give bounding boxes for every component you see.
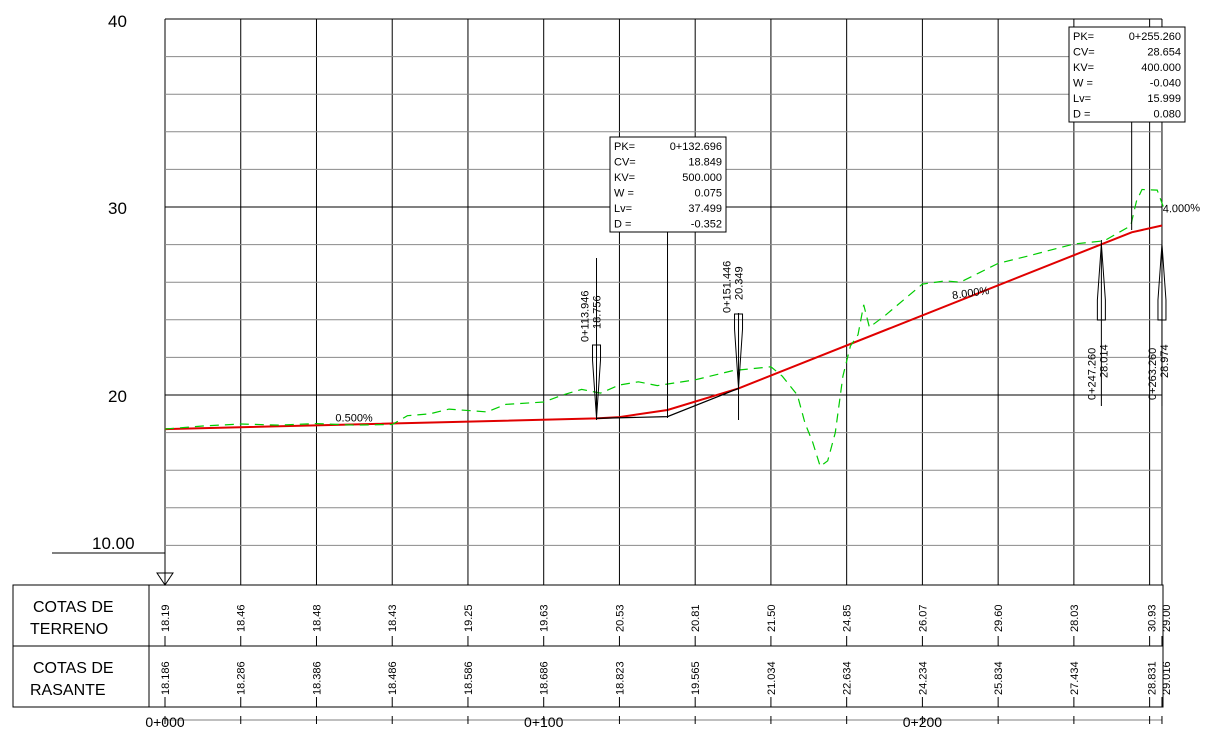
terreno-label-line1: COTAS DE: [33, 599, 114, 616]
station-elev-label: 18.756: [592, 295, 604, 329]
table-cell-value: 25.834: [993, 661, 1005, 695]
table-cell-value: 26.07: [917, 604, 929, 632]
curve-box-key: PK=: [614, 141, 635, 153]
table-cell-value: 21.034: [766, 661, 778, 695]
curve-box-value: 0+255.260: [1129, 31, 1181, 43]
table-cell-value: 18.486: [387, 661, 399, 695]
table-cell-value: 18.286: [236, 661, 248, 695]
curve-box-key: KV=: [1073, 62, 1094, 74]
table-cell-value: 18.186: [160, 661, 172, 695]
curve-info-box: [1068, 26, 1186, 123]
curve-box-key: Lv=: [1073, 93, 1091, 105]
table-cell-value: 24.234: [917, 661, 929, 695]
terreno-label-line2: TERRENO: [30, 621, 108, 638]
table-cell-value: 18.48: [311, 604, 323, 632]
chainage-label: 0+200: [903, 714, 943, 730]
table-cell-value: 18.386: [311, 661, 323, 695]
station-marker-icon: [1096, 243, 1106, 321]
curve-box-key: D =: [1073, 109, 1090, 121]
station-pk-label: 0+263.260: [1147, 348, 1159, 400]
datum-label: 10.00: [92, 534, 135, 553]
table-cell-value: 20.81: [690, 604, 702, 632]
table-cell-value: 19.63: [539, 604, 551, 632]
curve-box-value: 0+132.696: [670, 141, 722, 153]
rasante-label-line1: COTAS DE: [33, 660, 114, 677]
table-values: 18.19 18.46 18.48 18.43 19.25 19.63 20.53 20.81…: [160, 604, 1173, 707]
y-axis: 40 30 20 10.00: [52, 12, 174, 586]
curve-box-key: PK=: [1073, 31, 1094, 43]
table-cell-value: 18.43: [387, 604, 399, 632]
slope-label: 0.500%: [335, 412, 373, 424]
station-pk-label: 0+247.260: [1086, 348, 1098, 400]
y-tick-label-30: 30: [108, 199, 127, 218]
slope-label: 4.000%: [1163, 202, 1201, 215]
curve-box-value: 18.849: [688, 157, 722, 169]
grid: [164, 18, 1163, 585]
slope-labels-layer: 0.500% 8.000% 4.000%: [335, 202, 1200, 424]
table-cell-value: 28.831: [1147, 661, 1159, 695]
table-cell-value: 28.03: [1069, 604, 1081, 632]
chainage-label: 0+100: [524, 714, 564, 730]
curve-box-key: Lv=: [614, 203, 632, 215]
rasante-label-line2: RASANTE: [30, 682, 106, 699]
curve-box-key: W =: [614, 188, 634, 200]
table-cell-value: 30.93: [1147, 604, 1159, 632]
chainage-axis: 0+000 0+100 0+200: [145, 714, 1163, 730]
table-cell-value: 18.586: [463, 661, 475, 695]
y-tick-label-40: 40: [108, 12, 127, 31]
table-cell-value: 19.565: [690, 661, 702, 695]
table-cell-value: 29.00: [1161, 604, 1173, 632]
curve-box-value: 500.000: [682, 172, 722, 184]
curve-box-key: CV=: [614, 157, 636, 169]
station-marker-icon: [1157, 243, 1167, 321]
chainage-label: 0+000: [145, 714, 185, 730]
station-elev-label: 20.349: [734, 266, 746, 300]
curve-box-value: -0.352: [691, 219, 722, 231]
table-cell-value: 20.53: [614, 604, 626, 632]
station-elev-label: 28.974: [1159, 344, 1171, 378]
data-table: COTAS DE TERRENO COTAS DE RASANTE 18.19 1…: [12, 584, 1173, 708]
station-pk-label: 0+113.946: [580, 291, 592, 343]
curve-box-value: 0.080: [1153, 109, 1181, 121]
curve-box-value: 0.075: [694, 188, 722, 200]
curve-box-value: 37.499: [688, 203, 722, 215]
series-line-rasante: [164, 224, 1163, 431]
table-cell-value: 18.46: [236, 604, 248, 632]
curve-box-key: W =: [1073, 78, 1093, 90]
curve-box-value: -0.040: [1150, 78, 1181, 90]
curve-box-key: D =: [614, 219, 631, 231]
station-marker-icon: [592, 344, 602, 419]
curve-box-value: 28.654: [1147, 47, 1181, 59]
table-cell-value: 27.434: [1069, 661, 1081, 695]
curve-info-box: [609, 136, 727, 233]
y-tick-label-20: 20: [108, 387, 127, 406]
table-cell-value: 18.823: [614, 661, 626, 695]
curve-box-key: KV=: [614, 172, 635, 184]
curve-box-value: 15.999: [1147, 93, 1181, 105]
station-marker-icon: [734, 313, 744, 389]
curve-box-key: CV=: [1073, 47, 1095, 59]
table-cell-value: 18.686: [539, 661, 551, 695]
table-cell-value: 29.60: [993, 604, 1005, 632]
curve-box-value: 400.000: [1141, 62, 1181, 74]
table-cell-value: 22.634: [842, 661, 854, 695]
table-cell-value: 24.85: [842, 604, 854, 632]
table-cell-value: 29.016: [1161, 661, 1173, 695]
station-elev-label: 28.014: [1098, 344, 1110, 378]
series-line-terreno: [164, 188, 1166, 468]
slope-label: 8.000%: [951, 285, 990, 302]
table-cell-value: 18.19: [160, 604, 172, 632]
table-cell-value: 19.25: [463, 604, 475, 632]
curve-boxes-layer: PK= 0+132.696 CV= 18.849 KV= 500.000 W = 0.075 L…: [609, 26, 1186, 418]
table-cell-value: 21.50: [766, 604, 778, 632]
station-pk-label: 0+151.446: [722, 261, 734, 313]
